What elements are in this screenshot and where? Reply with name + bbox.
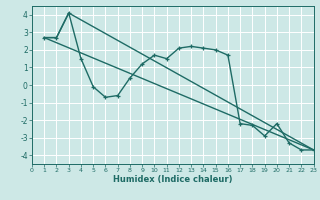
- X-axis label: Humidex (Indice chaleur): Humidex (Indice chaleur): [113, 175, 233, 184]
